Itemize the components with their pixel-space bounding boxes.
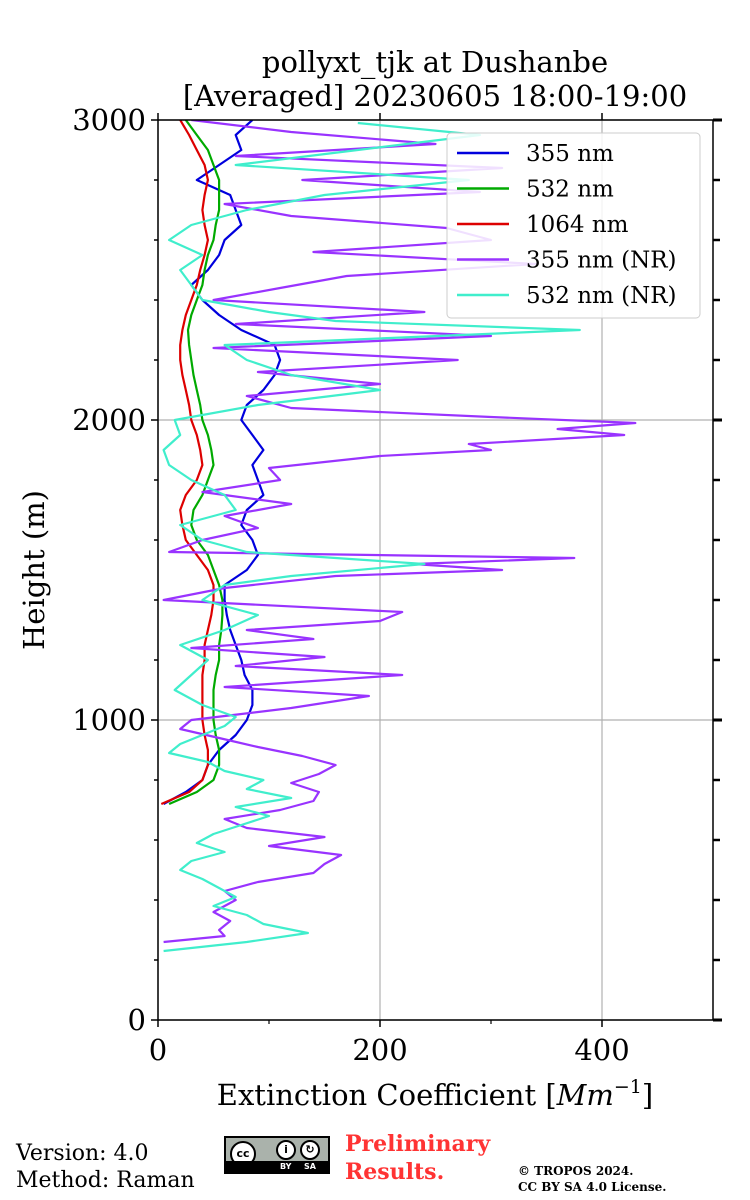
badge-strip	[226, 1161, 328, 1172]
y-tick-label: 2000	[72, 403, 146, 437]
preliminary-line2: Results.	[345, 1159, 445, 1185]
legend-label-3: 1064 nm	[526, 212, 629, 238]
chart: 0 200 400 0 1000 2000 3000 pollyxt_tjk at Dush…	[17, 45, 722, 1112]
x-tick-label: 200	[352, 1033, 407, 1067]
version-text: Version: 4.0	[16, 1141, 149, 1166]
series-line-2	[168, 120, 224, 806]
legend-box	[446, 132, 701, 319]
series-layer	[160, 120, 637, 953]
series-line-3	[160, 120, 215, 806]
copyright-line2: CC BY SA 4.0 License.	[518, 1180, 667, 1194]
y-tick-label: 1000	[72, 703, 146, 737]
y-tick-label: 3000	[72, 103, 146, 137]
sa-label: SA	[304, 1162, 316, 1171]
x-axis-label-unit: Mm	[556, 1078, 614, 1112]
y-tick-label: 0	[128, 1003, 146, 1037]
legend-label-4: 355 nm (NR)	[526, 248, 677, 274]
attribution-icon: i	[276, 1140, 296, 1160]
plot-frame	[157, 119, 714, 1021]
x-tick-label: 400	[574, 1033, 629, 1067]
preliminary-results: Preliminary Results.	[345, 1130, 490, 1186]
chart-title-line1: pollyxt_tjk at Dushanbe	[262, 45, 608, 80]
copyright: © TROPOS 2024. CC BY SA 4.0 License.	[518, 1163, 666, 1195]
footer-info: Version: 4.0 Method: Raman	[16, 1140, 195, 1194]
chart-title-line2: [Averaged] 20230605 18:00-19:00	[183, 79, 687, 113]
series-line-1	[163, 120, 282, 805]
cc-license-badge[interactable]: cc i ↻ BY SA	[224, 1136, 330, 1174]
x-axis-label-exp: −1	[614, 1076, 642, 1098]
ticks: 0 200 400 0 1000 2000 3000	[72, 103, 722, 1067]
x-axis-label: Extinction Coefficient [Mm−1]	[217, 1076, 653, 1112]
share-alike-icon: ↻	[300, 1140, 320, 1160]
series-line-5	[162, 121, 581, 953]
legend: 355 nm 532 nm 1064 nm 355 nm (NR) 532 nm (NR…	[446, 132, 701, 319]
x-tick-label: 0	[149, 1033, 167, 1067]
legend-label-5: 532 nm (NR)	[526, 283, 677, 309]
legend-label-1: 355 nm	[526, 141, 614, 167]
legend-label-2: 532 nm	[526, 177, 614, 203]
copyright-line1: © TROPOS 2024.	[518, 1164, 634, 1178]
method-text: Method: Raman	[16, 1168, 195, 1193]
by-label: BY	[280, 1162, 292, 1171]
x-axis-label-suffix: ]	[642, 1078, 653, 1112]
y-axis-label: Height (m)	[17, 490, 51, 650]
x-axis-label-prefix: Extinction Coefficient [	[217, 1078, 557, 1112]
axes	[157, 119, 714, 1021]
preliminary-line1: Preliminary	[345, 1131, 491, 1157]
